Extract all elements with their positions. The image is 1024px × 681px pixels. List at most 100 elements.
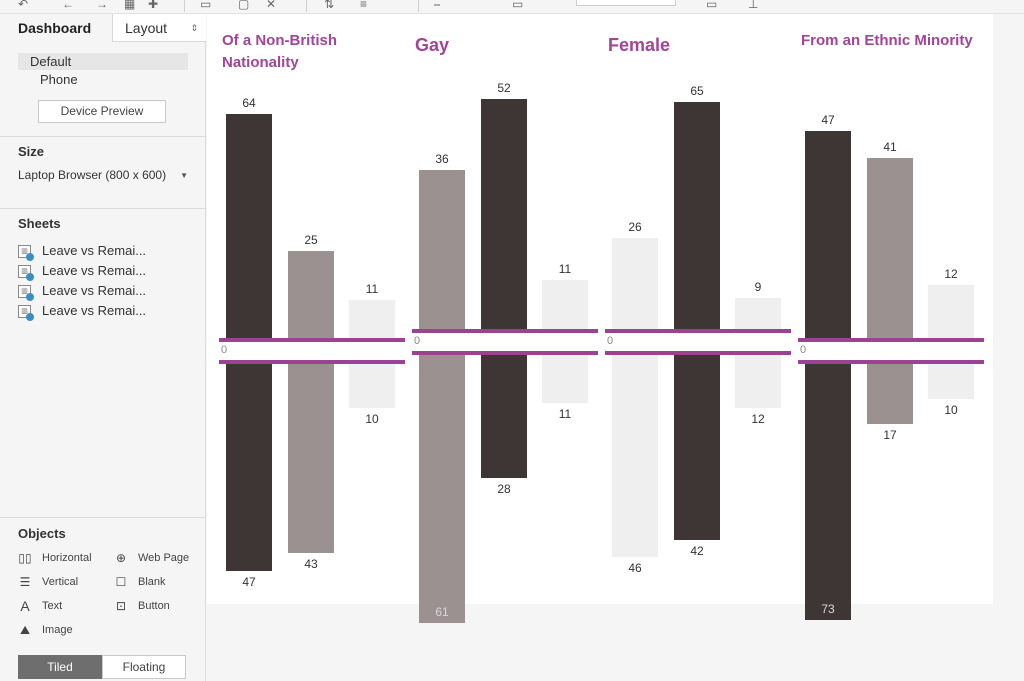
bar-upper-label: 26	[628, 220, 642, 234]
group-icon[interactable]: ▭	[512, 0, 524, 11]
bar-upper[interactable]	[735, 297, 781, 329]
floating-toggle[interactable]: Floating	[102, 655, 186, 679]
bar-lower[interactable]	[226, 364, 272, 571]
reference-line-top	[219, 338, 405, 342]
bar-upper[interactable]	[612, 238, 658, 329]
bar-upper[interactable]	[481, 98, 527, 329]
sort-icon[interactable]: ≡	[360, 0, 368, 11]
forward-icon[interactable]: →	[96, 0, 108, 11]
pin-icon[interactable]: ⊥	[748, 0, 759, 11]
bar-lower[interactable]	[674, 355, 720, 540]
bar-lower-label: 10	[944, 403, 958, 417]
blank-icon: ☐	[115, 575, 127, 589]
button-icon: ⊡	[115, 599, 127, 613]
bar-upper[interactable]	[288, 250, 334, 338]
object-label: Horizontal	[42, 552, 92, 564]
toolbar-separator	[306, 0, 307, 12]
object-label: Vertical	[42, 576, 79, 588]
text-icon: A	[20, 598, 30, 614]
bar-lower-label: 61	[435, 605, 449, 620]
zero-axis-label: 0	[607, 335, 614, 347]
reference-line-bottom	[605, 351, 791, 355]
chart-title: From an Ethnic Minority	[801, 32, 973, 49]
swap-icon[interactable]: ⇅	[324, 0, 335, 11]
device-preview-button[interactable]: Device Preview	[38, 100, 166, 123]
bar-lower[interactable]	[735, 355, 781, 408]
tab-dashboard[interactable]: Dashboard	[0, 14, 112, 42]
reference-line-bottom	[412, 351, 598, 355]
object-label: Web Page	[138, 552, 190, 564]
new-datasource-icon[interactable]: ▦	[124, 0, 136, 11]
size-section-title: Size	[18, 144, 45, 159]
dashboard-canvas: Of a Non-British Nationality 64 47 25 43 11 10…	[207, 14, 993, 624]
bar-upper-label: 9	[754, 279, 762, 294]
toolbar-field[interactable]	[576, 0, 676, 6]
bar-upper-label: 41	[883, 139, 897, 154]
reference-line-top	[798, 338, 984, 342]
sidebar-tabs: Dashboard Layout ⇕	[0, 14, 206, 42]
bar-upper[interactable]	[349, 299, 395, 338]
dropdown-arrow-icon: ▼	[180, 171, 188, 180]
bar-lower[interactable]	[612, 355, 658, 558]
sheet-item-label: Leave vs Remai...	[42, 243, 147, 258]
worksheet-icon: ▥	[18, 305, 34, 321]
bar-upper[interactable]	[928, 285, 974, 338]
section-divider	[0, 136, 206, 137]
clear-sheet-icon[interactable]: ✕	[266, 0, 277, 11]
bar-upper[interactable]	[867, 157, 913, 338]
worksheet-icon: ▥	[18, 245, 34, 261]
chart-panel: Gay 36 61 52 28 11 11 0	[400, 14, 598, 624]
back-icon[interactable]: ←	[62, 0, 74, 11]
bar-upper[interactable]	[542, 280, 588, 329]
duplicate-icon[interactable]: ▢	[238, 0, 250, 11]
bar-lower[interactable]	[928, 364, 974, 399]
bar-lower[interactable]	[481, 355, 527, 479]
sheet-item-label: Leave vs Remai...	[42, 263, 147, 278]
bar-lower-label: 42	[690, 543, 704, 558]
bar-upper-label: 36	[435, 151, 449, 166]
bar-upper[interactable]	[226, 114, 272, 338]
image-icon: ⛰	[19, 623, 31, 637]
toolbar-separator	[184, 0, 185, 12]
objects-section-title: Objects	[18, 526, 66, 541]
object-label: Blank	[138, 576, 166, 588]
new-sheet-icon[interactable]: ▭	[200, 0, 212, 11]
vertical-container-icon: ☰	[19, 575, 31, 589]
reference-line-top	[412, 329, 598, 333]
zero-axis-label: 0	[221, 344, 228, 356]
device-phone[interactable]: Phone	[40, 72, 78, 87]
toolbar-separator	[418, 0, 419, 12]
bar-lower[interactable]	[542, 355, 588, 404]
bar-lower[interactable]	[419, 355, 465, 624]
bar-lower-label: 11	[558, 407, 572, 422]
tiled-toggle[interactable]: Tiled	[18, 655, 102, 679]
globe-icon: ⊕	[115, 551, 127, 565]
bar-lower[interactable]	[805, 364, 851, 620]
bar-upper-label: 64	[242, 96, 256, 110]
bar-lower-label: 43	[304, 557, 318, 572]
worksheet-icon: ▥	[18, 265, 34, 281]
bar-upper[interactable]	[419, 169, 465, 329]
bar-upper[interactable]	[674, 101, 720, 329]
bar-lower[interactable]	[349, 364, 395, 408]
bar-upper-label: 11	[365, 281, 379, 296]
size-dropdown[interactable]: Laptop Browser (800 x 600) ▼	[18, 168, 192, 182]
highlight-icon[interactable]: ⎯	[434, 0, 441, 11]
undo-icon[interactable]: ↶	[18, 0, 29, 11]
dashboard-sidebar: Dashboard Layout ⇕ Default Phone Device …	[0, 14, 206, 681]
chart-panel: From an Ethnic Minority 47 73 41 17 12 10 0	[786, 14, 984, 620]
sheet-item-label: Leave vs Remai...	[42, 303, 147, 318]
tab-dashboard-label: Dashboard	[18, 20, 92, 36]
object-label: Button	[138, 600, 170, 612]
bar-lower[interactable]	[867, 364, 913, 424]
bar-lower-label: 47	[242, 574, 256, 589]
bar-lower[interactable]	[288, 364, 334, 554]
bar-lower-label: 17	[883, 427, 897, 442]
fit-icon[interactable]: ▭	[706, 0, 718, 11]
device-default[interactable]: Default	[18, 53, 188, 70]
chart-panel: Female 26 46 65 42 9 12 0	[593, 14, 791, 604]
bar-upper[interactable]	[805, 131, 851, 338]
add-icon[interactable]: ✚	[148, 0, 159, 11]
bar-upper-label: 25	[304, 232, 318, 247]
tab-layout[interactable]: Layout ⇕	[112, 14, 206, 42]
